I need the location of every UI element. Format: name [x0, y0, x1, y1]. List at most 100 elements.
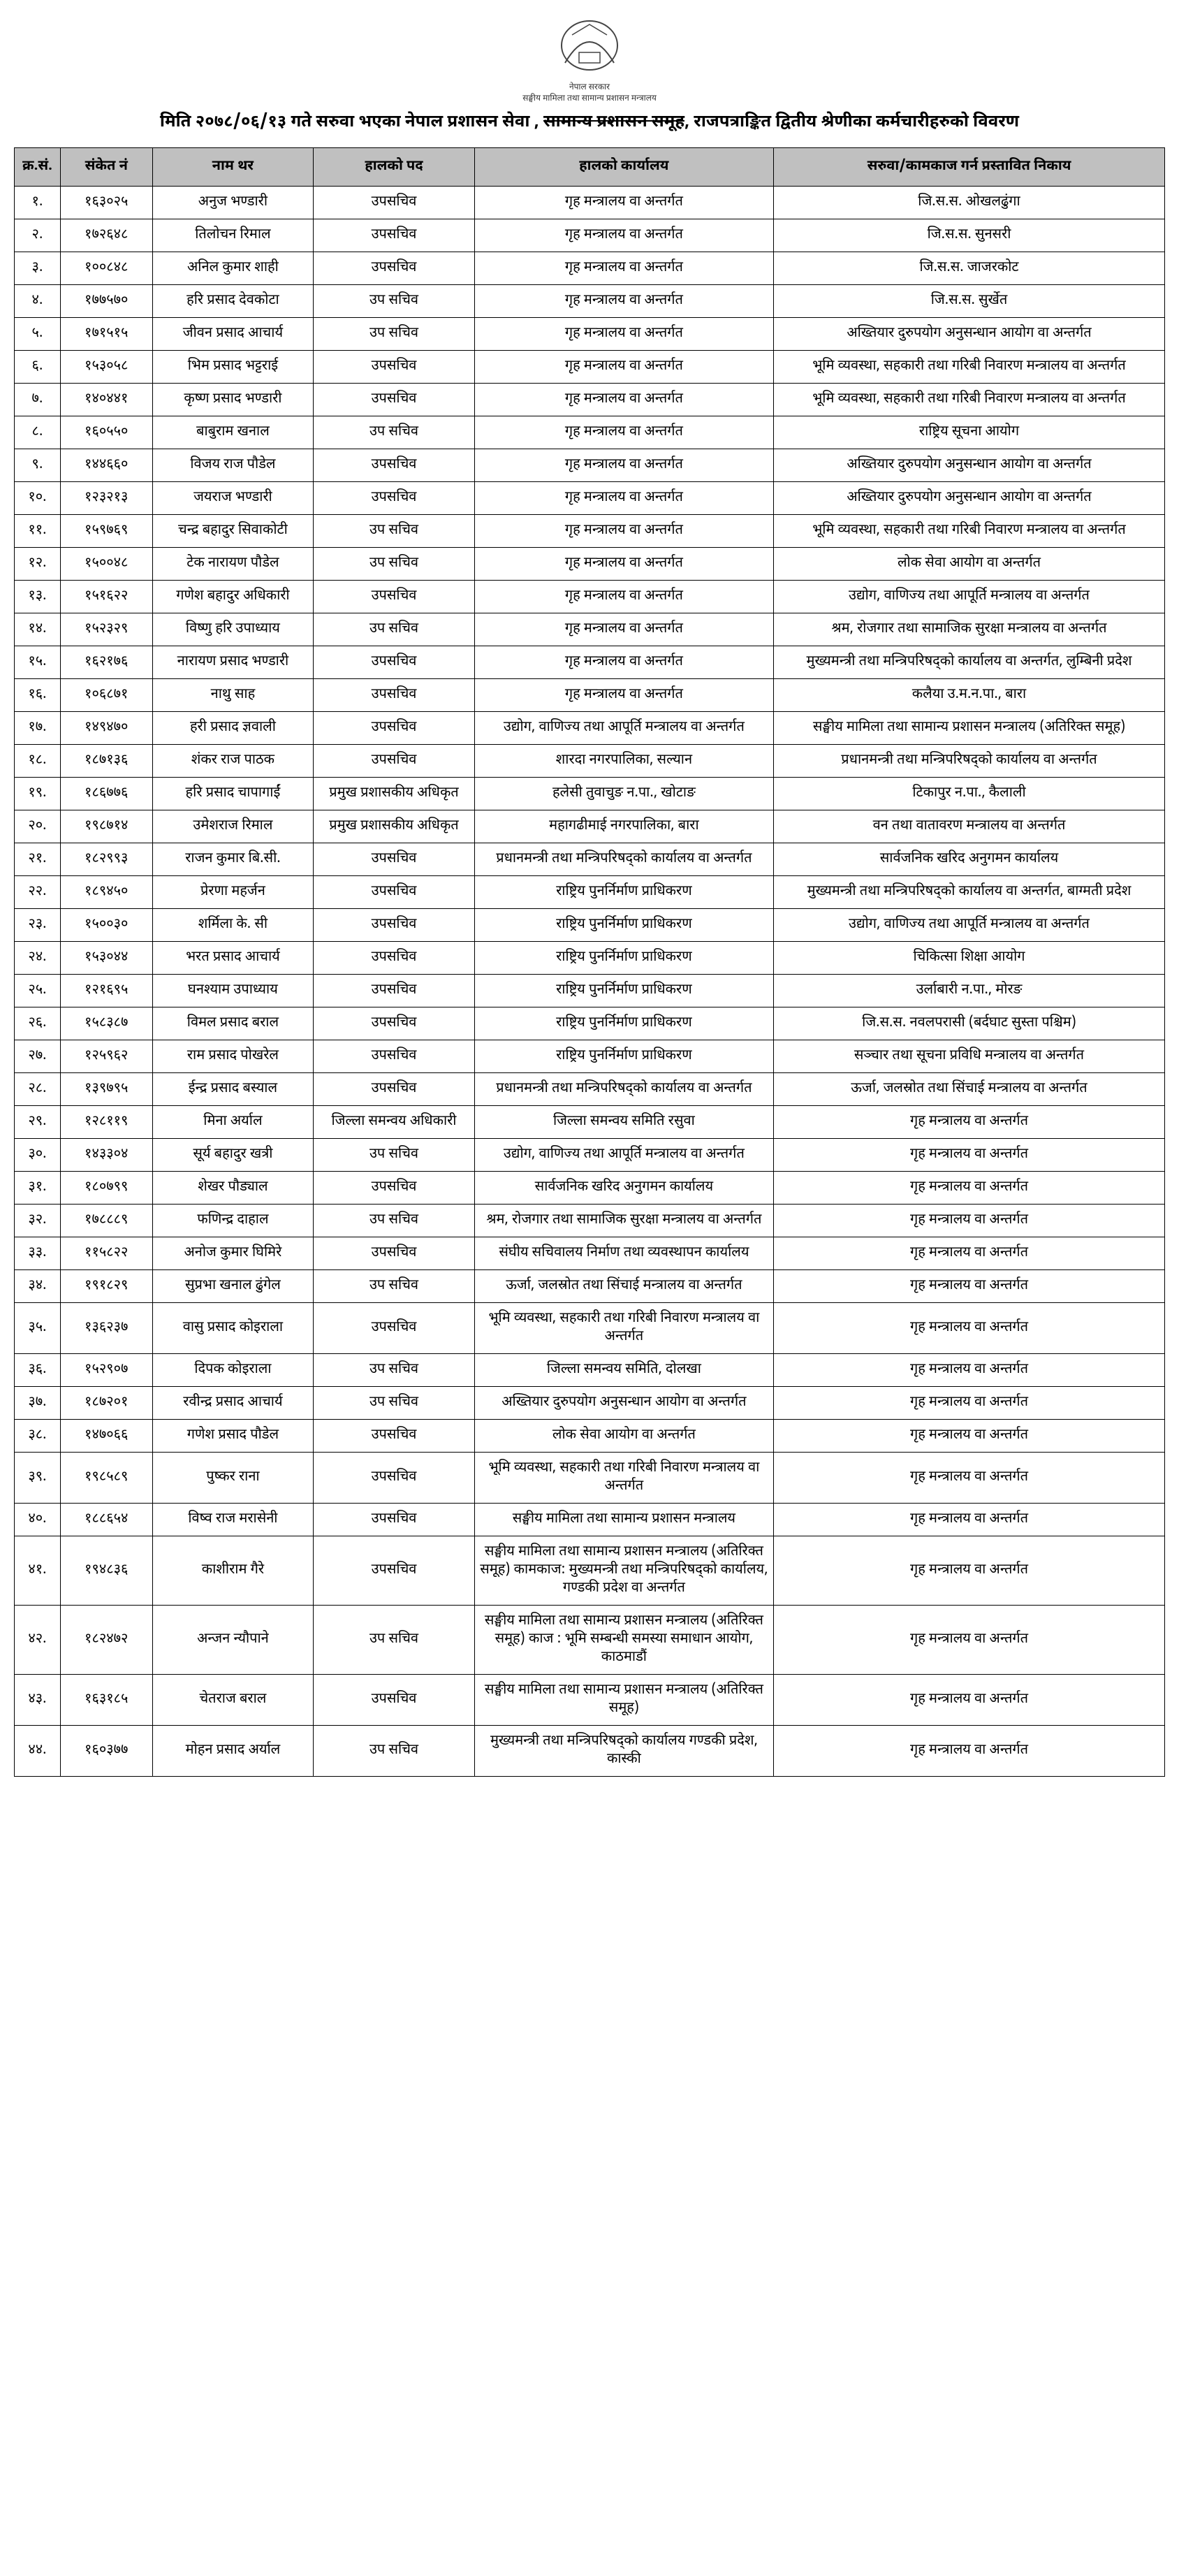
table-row: २०.१९८७१४उमेशराज रिमालप्रमुख प्रशासकीय अ… — [15, 810, 1165, 843]
cell-name: गणेश प्रसाद पौडेल — [152, 1420, 314, 1453]
cell-sn: ३९. — [15, 1453, 61, 1504]
cell-code: १३६२३७ — [60, 1303, 152, 1354]
cell-name: शेखर पौड्याल — [152, 1172, 314, 1205]
cell-transfer: कलैया उ.म.न.पा., बारा — [774, 679, 1165, 712]
table-row: ३३.११५८२२अनोज कुमार घिमिरेउपसचिवसंघीय सच… — [15, 1237, 1165, 1270]
cell-code: १६०३७७ — [60, 1726, 152, 1777]
cell-code: १७७५७० — [60, 285, 152, 318]
cell-transfer: गृह मन्त्रालय वा अन्तर्गत — [774, 1536, 1165, 1606]
cell-code: १८७२०१ — [60, 1387, 152, 1420]
cell-name: सुप्रभा खनाल ढुंगेल — [152, 1270, 314, 1303]
table-row: १६.१०६८७१नाथु साहउपसचिवगृह मन्त्रालय वा … — [15, 679, 1165, 712]
cell-code: १६३१८५ — [60, 1675, 152, 1726]
table-header-row: क्र.सं. संकेत नं नाम थर हालको पद हालको क… — [15, 148, 1165, 187]
cell-post: उपसचिव — [314, 384, 475, 416]
cell-transfer: जि.स.स. ओखलढुंगा — [774, 187, 1165, 219]
cell-post: उपसचिव — [314, 646, 475, 679]
table-row: २४.१५३०४४भरत प्रसाद आचार्यउपसचिवराष्ट्रि… — [15, 942, 1165, 975]
table-row: ३०.१४३३०४सूर्य बहादुर खत्रीउप सचिवउद्योग… — [15, 1139, 1165, 1172]
table-row: २१.१८२९९३राजन कुमार बि.सी.उपसचिवप्रधानमन… — [15, 843, 1165, 876]
cell-name: विजय राज पौडेल — [152, 449, 314, 482]
cell-office: गृह मन्त्रालय वा अन्तर्गत — [474, 679, 773, 712]
cell-code: १८८६५४ — [60, 1504, 152, 1536]
cell-office: प्रधानमन्त्री तथा मन्त्रिपरिषद्‌को कार्य… — [474, 843, 773, 876]
cell-office: अख्तियार दुरुपयोग अनुसन्धान आयोग वा अन्त… — [474, 1387, 773, 1420]
cell-office: जिल्ला समन्वय समिति, दोलखा — [474, 1354, 773, 1387]
table-row: ३५.१३६२३७वासु प्रसाद कोइरालाउपसचिवभूमि व… — [15, 1303, 1165, 1354]
table-row: २२.१८९४५०प्रेरणा महर्जनउपसचिवराष्ट्रिय प… — [15, 876, 1165, 909]
table-row: ३७.१८७२०१रवीन्द्र प्रसाद आचार्यउप सचिवअख… — [15, 1387, 1165, 1420]
cell-transfer: अख्तियार दुरुपयोग अनुसन्धान आयोग वा अन्त… — [774, 449, 1165, 482]
cell-code: १६२१७६ — [60, 646, 152, 679]
cell-post: जिल्ला समन्वय अधिकारी — [314, 1106, 475, 1139]
cell-code: १४७०६६ — [60, 1420, 152, 1453]
cell-post: उप सचिव — [314, 548, 475, 581]
cell-transfer: गृह मन्त्रालय वा अन्तर्गत — [774, 1106, 1165, 1139]
cell-post: उपसचिव — [314, 351, 475, 384]
cell-code: १०६८७१ — [60, 679, 152, 712]
cell-post: उपसचिव — [314, 679, 475, 712]
cell-name: काशीराम गैरे — [152, 1536, 314, 1606]
table-row: ९.१४४६६०विजय राज पौडेलउपसचिवगृह मन्त्राल… — [15, 449, 1165, 482]
cell-transfer: गृह मन्त्रालय वा अन्तर्गत — [774, 1504, 1165, 1536]
table-row: ३१.१८०७९९शेखर पौड्यालउपसचिवसार्वजनिक खरि… — [15, 1172, 1165, 1205]
title-pre: मिति २०७८/०६/१३ गते सरुवा भएका नेपाल प्र… — [160, 111, 543, 133]
cell-name: विमल प्रसाद बराल — [152, 1007, 314, 1040]
cell-office: सार्वजनिक खरिद अनुगमन कार्यालय — [474, 1172, 773, 1205]
cell-sn: १०. — [15, 482, 61, 515]
emblem-caption-bottom: सङ्घीय मामिला तथा सामान्य प्रशासन मन्त्र… — [14, 93, 1165, 104]
cell-post: उपसचिव — [314, 252, 475, 285]
cell-post: प्रमुख प्रशासकीय अधिकृत — [314, 778, 475, 810]
gov-emblem: नेपाल सरकार सङ्घीय मामिला तथा सामान्य प्… — [14, 14, 1165, 104]
cell-office: गृह मन्त्रालय वा अन्तर्गत — [474, 646, 773, 679]
cell-sn: ३५. — [15, 1303, 61, 1354]
cell-post: उप सचिव — [314, 1354, 475, 1387]
cell-transfer: उद्योग, वाणिज्य तथा आपूर्ति मन्त्रालय वा… — [774, 909, 1165, 942]
cell-name: राजन कुमार बि.सी. — [152, 843, 314, 876]
cell-sn: ३. — [15, 252, 61, 285]
cell-sn: २५. — [15, 975, 61, 1007]
cell-post: उपसचिव — [314, 187, 475, 219]
transfer-table: क्र.सं. संकेत नं नाम थर हालको पद हालको क… — [14, 147, 1165, 1777]
col-code: संकेत नं — [60, 148, 152, 187]
cell-name: दिपक कोइराला — [152, 1354, 314, 1387]
cell-office: गृह मन्त्रालय वा अन्तर्गत — [474, 581, 773, 613]
cell-transfer: जि.स.स. सुनसरी — [774, 219, 1165, 252]
table-row: ३६.१५२९०७दिपक कोइरालाउप सचिवजिल्ला समन्व… — [15, 1354, 1165, 1387]
cell-transfer: लोक सेवा आयोग वा अन्तर्गत — [774, 548, 1165, 581]
cell-code: १४०४४१ — [60, 384, 152, 416]
cell-transfer: मुख्यमन्त्री तथा मन्त्रिपरिषद्‌को कार्या… — [774, 876, 1165, 909]
cell-office: उद्योग, वाणिज्य तथा आपूर्ति मन्त्रालय वा… — [474, 712, 773, 745]
cell-post: उप सचिव — [314, 318, 475, 351]
cell-sn: ४२. — [15, 1606, 61, 1675]
cell-office: सङ्घीय मामिला तथा सामान्य प्रशासन मन्त्र… — [474, 1606, 773, 1675]
cell-transfer: जि.स.स. नवलपरासी (बर्दघाट सुस्ता पश्चिम) — [774, 1007, 1165, 1040]
col-office: हालको कार्यालय — [474, 148, 773, 187]
cell-name: चन्द्र बहादुर सिवाकोटी — [152, 515, 314, 548]
cell-sn: ३४. — [15, 1270, 61, 1303]
cell-name: अनिल कुमार शाही — [152, 252, 314, 285]
cell-office: गृह मन्त्रालय वा अन्तर्गत — [474, 252, 773, 285]
cell-sn: २७. — [15, 1040, 61, 1073]
cell-name: रवीन्द्र प्रसाद आचार्य — [152, 1387, 314, 1420]
cell-code: १५२९०७ — [60, 1354, 152, 1387]
col-sn: क्र.सं. — [15, 148, 61, 187]
cell-name: गणेश बहादुर अधिकारी — [152, 581, 314, 613]
cell-post: उपसचिव — [314, 581, 475, 613]
cell-code: १८७१३६ — [60, 745, 152, 778]
cell-transfer: श्रम, रोजगार तथा सामाजिक सुरक्षा मन्त्रा… — [774, 613, 1165, 646]
cell-name: अन्जन न्यौपाने — [152, 1606, 314, 1675]
cell-office: गृह मन्त्रालय वा अन्तर्गत — [474, 318, 773, 351]
cell-sn: ११. — [15, 515, 61, 548]
cell-code: १६०५५० — [60, 416, 152, 449]
cell-transfer: भूमि व्यवस्था, सहकारी तथा गरिबी निवारण म… — [774, 384, 1165, 416]
title-post: , राजपत्राङ्कित द्वितीय श्रेणीका कर्मचार… — [684, 111, 1019, 133]
title-strike: सामान्य प्रशासन समूह — [543, 111, 684, 133]
cell-transfer: गृह मन्त्रालय वा अन्तर्गत — [774, 1420, 1165, 1453]
table-row: १०.१२३२१३जयराज भण्डारीउपसचिवगृह मन्त्राल… — [15, 482, 1165, 515]
cell-office: सङ्घीय मामिला तथा सामान्य प्रशासन मन्त्र… — [474, 1536, 773, 1606]
table-row: १५.१६२१७६नारायण प्रसाद भण्डारीउपसचिवगृह … — [15, 646, 1165, 679]
cell-name: जयराज भण्डारी — [152, 482, 314, 515]
cell-code: ११५८२२ — [60, 1237, 152, 1270]
cell-name: पुष्कर राना — [152, 1453, 314, 1504]
